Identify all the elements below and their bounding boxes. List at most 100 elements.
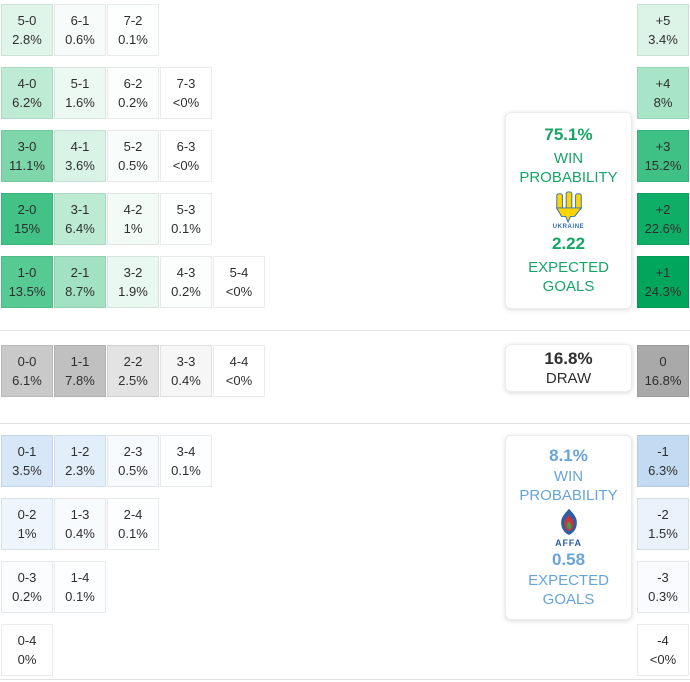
margin-column-away: -1 6.3% -2 1.5% -3 0.3% -4 <0% — [637, 435, 689, 676]
draw-label: DRAW — [545, 370, 592, 387]
probability-label: 0.1% — [118, 32, 148, 47]
score-row: 0-4 0% — [1, 624, 212, 676]
probability-label: <0% — [172, 158, 200, 173]
score-label: 4-4 — [229, 354, 249, 369]
probability-label: 6.3% — [648, 463, 678, 478]
score-label: -2 — [657, 507, 669, 522]
flame-icon — [560, 508, 577, 535]
score-label: 0-4 — [17, 633, 37, 648]
score-cell-1-4: 1-4 0.1% — [54, 561, 106, 613]
score-label: 2-1 — [70, 265, 90, 280]
score-label: 0-1 — [17, 444, 37, 459]
score-label: 4-3 — [176, 265, 196, 280]
home-win-panel: 75.1% WIN PROBABILITY UKRAINE 2.22 EXPEC… — [505, 112, 632, 309]
score-label: 2-2 — [123, 354, 143, 369]
probability-label: 0.2% — [118, 95, 148, 110]
margin-cell--3: -3 0.3% — [637, 561, 689, 613]
score-label: 7-3 — [176, 76, 196, 91]
probability-label: 1% — [123, 221, 143, 236]
away-win-panel: 8.1% WIN PROBABILITY AFFA 0.58 EXPECTED … — [505, 435, 632, 620]
margin-cell--1: -1 6.3% — [637, 435, 689, 487]
score-row: 3-0 11.1% 4-1 3.6% 5-2 0.5% 6-3 <0% — [1, 130, 265, 182]
probability-label: 0.5% — [118, 158, 148, 173]
home-expected-goals-value: 2.22 — [551, 234, 586, 253]
score-cell-7-2: 7-2 0.1% — [107, 4, 159, 56]
away-win-probability-label: WIN PROBABILITY — [519, 468, 618, 505]
score-label: 6-3 — [176, 139, 196, 154]
score-label: +5 — [655, 13, 671, 28]
score-cell-1-1: 1-1 7.8% — [54, 345, 106, 397]
score-label: 3-3 — [176, 354, 196, 369]
probability-label: <0% — [225, 284, 253, 299]
score-row: 0-1 3.5% 1-2 2.3% 2-3 0.5% 3-4 0.1% — [1, 435, 212, 487]
score-cell-2-4: 2-4 0.1% — [107, 498, 159, 550]
score-row: 1-0 13.5% 2-1 8.7% 3-2 1.9% 4-3 0.2% 5-4 <0% — [1, 256, 265, 308]
score-label: 1-2 — [70, 444, 90, 459]
score-cell-7-3: 7-3 <0% — [160, 67, 212, 119]
score-label: 0 — [659, 354, 667, 369]
score-row: 5-0 2.8% 6-1 0.6% 7-2 0.1% — [1, 4, 265, 56]
score-label: -4 — [657, 633, 669, 648]
score-cell-2-1: 2-1 8.7% — [54, 256, 106, 308]
probability-label: 0.5% — [118, 463, 148, 478]
score-cell-1-3: 1-3 0.4% — [54, 498, 106, 550]
score-cell-1-0: 1-0 13.5% — [1, 256, 53, 308]
score-cell-0-0: 0-0 6.1% — [1, 345, 53, 397]
score-label: 4-1 — [70, 139, 90, 154]
probability-label: 0.1% — [171, 463, 201, 478]
home-expected-goals-label: EXPECTED GOALS — [528, 259, 609, 295]
probability-label: 6.2% — [12, 95, 42, 110]
score-label: 1-3 — [70, 507, 90, 522]
score-cell-5-3: 5-3 0.1% — [160, 193, 212, 245]
score-cell-5-0: 5-0 2.8% — [1, 4, 53, 56]
score-label: 4-2 — [123, 202, 143, 217]
probability-label: 3.4% — [648, 32, 678, 47]
score-cell-0-1: 0-1 3.5% — [1, 435, 53, 487]
trident-icon — [555, 191, 582, 223]
score-label: -3 — [657, 570, 669, 585]
probability-label: 22.6% — [644, 221, 682, 236]
score-label: 5-1 — [70, 76, 90, 91]
score-label: 3-4 — [176, 444, 196, 459]
away-expected-goals-label: EXPECTED GOALS — [528, 572, 609, 609]
score-label: 0-2 — [17, 507, 37, 522]
probability-label: 1% — [17, 526, 37, 541]
score-label: +1 — [655, 265, 671, 280]
probability-label: 0.1% — [171, 221, 201, 236]
score-row: 0-3 0.2% 1-4 0.1% — [1, 561, 212, 613]
score-cell-3-3: 3-3 0.4% — [160, 345, 212, 397]
margin-cell-+5: +5 3.4% — [637, 4, 689, 56]
probability-label: 11.1% — [9, 158, 45, 173]
probability-label: 0.4% — [65, 526, 95, 541]
score-label: +2 — [655, 202, 671, 217]
margin-cell-+4: +4 8% — [637, 67, 689, 119]
score-matrix-home: 5-0 2.8% 6-1 0.6% 7-2 0.1% 4-0 6.2% 5-1 1.6% 6-2 0.… — [1, 4, 265, 308]
probability-label: <0% — [172, 95, 200, 110]
probability-label: 0.3% — [648, 589, 678, 604]
margin-column-draw: 0 16.8% — [637, 345, 689, 397]
score-cell-4-1: 4-1 3.6% — [54, 130, 106, 182]
score-label: +3 — [655, 139, 671, 154]
score-cell-4-4: 4-4 <0% — [213, 345, 265, 397]
score-label: 3-2 — [123, 265, 143, 280]
probability-label: 6.4% — [65, 221, 95, 236]
score-row: 0-2 1% 1-3 0.4% 2-4 0.1% — [1, 498, 212, 550]
probability-label: 2.5% — [118, 373, 148, 388]
score-row: 2-0 15% 3-1 6.4% 4-2 1% 5-3 0.1% — [1, 193, 265, 245]
probability-label: 15.2% — [644, 158, 682, 173]
probability-label: 8% — [653, 95, 673, 110]
score-label: 6-1 — [70, 13, 90, 28]
probability-label: 24.3% — [644, 284, 682, 299]
margin-cell-+2: +2 22.6% — [637, 193, 689, 245]
score-cell-3-4: 3-4 0.1% — [160, 435, 212, 487]
score-label: 6-2 — [123, 76, 143, 91]
score-label: -1 — [657, 444, 669, 459]
probability-label: 0.4% — [171, 373, 201, 388]
score-cell-6-1: 6-1 0.6% — [54, 4, 106, 56]
home-win-probability-label: WIN PROBABILITY — [519, 150, 618, 186]
probability-label: 16.8% — [644, 373, 682, 388]
score-label: 5-3 — [176, 202, 196, 217]
margin-cell--2: -2 1.5% — [637, 498, 689, 550]
score-label: 1-0 — [17, 265, 37, 280]
